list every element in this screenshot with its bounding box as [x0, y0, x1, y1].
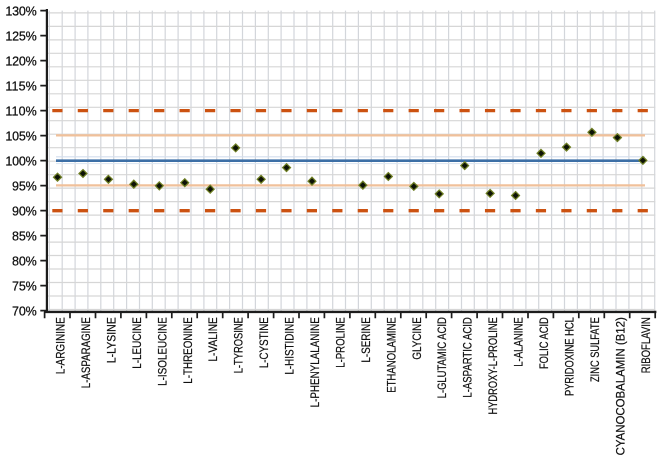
- svg-text:L-PROLINE: L-PROLINE: [335, 317, 347, 368]
- svg-text:ETHANOLAMINE: ETHANOLAMINE: [386, 317, 398, 393]
- svg-text:L-ASPARTIC ACID: L-ASPARTIC ACID: [463, 317, 475, 397]
- svg-text:CYANOCOBALAMIN (B12): CYANOCOBALAMIN (B12): [615, 317, 627, 455]
- svg-text:RIBOFLAVIN: RIBOFLAVIN: [641, 317, 653, 373]
- svg-text:L-ARGININE: L-ARGININE: [56, 317, 68, 374]
- svg-text:FOLIC ACID: FOLIC ACID: [539, 317, 551, 369]
- svg-text:L-LEUCINE: L-LEUCINE: [132, 317, 144, 369]
- svg-text:L-CYSTINE: L-CYSTINE: [259, 317, 271, 368]
- svg-text:L-ALANINE: L-ALANINE: [514, 317, 526, 367]
- svg-text:95%: 95%: [12, 180, 37, 194]
- svg-text:80%: 80%: [12, 255, 37, 269]
- svg-text:L-ASPARAGINE: L-ASPARAGINE: [81, 317, 93, 388]
- svg-text:L-ISOLEUCINE: L-ISOLEUCINE: [157, 317, 169, 386]
- svg-text:HYDROXY-L-PROLINE: HYDROXY-L-PROLINE: [488, 317, 500, 415]
- svg-text:L-VALINE: L-VALINE: [208, 317, 220, 362]
- svg-text:L-SERINE: L-SERINE: [361, 317, 373, 363]
- svg-text:L-HISTIDINE: L-HISTIDINE: [285, 317, 297, 375]
- svg-text:L-GLUTAMIC ACID: L-GLUTAMIC ACID: [437, 317, 449, 398]
- svg-text:105%: 105%: [5, 130, 36, 144]
- svg-text:75%: 75%: [12, 280, 37, 294]
- svg-text:110%: 110%: [5, 105, 36, 119]
- svg-text:125%: 125%: [5, 30, 36, 44]
- svg-text:ZINC SULFATE: ZINC SULFATE: [590, 317, 602, 382]
- svg-text:PYRIDOXINE HCL: PYRIDOXINE HCL: [565, 317, 577, 396]
- svg-text:115%: 115%: [5, 80, 36, 94]
- svg-text:130%: 130%: [5, 5, 36, 19]
- svg-text:90%: 90%: [12, 205, 37, 219]
- svg-text:L-PHENYLALANINE: L-PHENYLALANINE: [310, 317, 322, 407]
- svg-text:L-THREONINE: L-THREONINE: [183, 317, 195, 384]
- svg-text:100%: 100%: [5, 155, 36, 169]
- svg-text:GLYCINE: GLYCINE: [412, 317, 424, 360]
- svg-text:70%: 70%: [12, 305, 37, 319]
- svg-text:120%: 120%: [5, 55, 36, 69]
- svg-text:L-LYSINE: L-LYSINE: [106, 317, 118, 363]
- svg-text:85%: 85%: [12, 230, 37, 244]
- svg-text:L-TYROSINE: L-TYROSINE: [234, 317, 246, 373]
